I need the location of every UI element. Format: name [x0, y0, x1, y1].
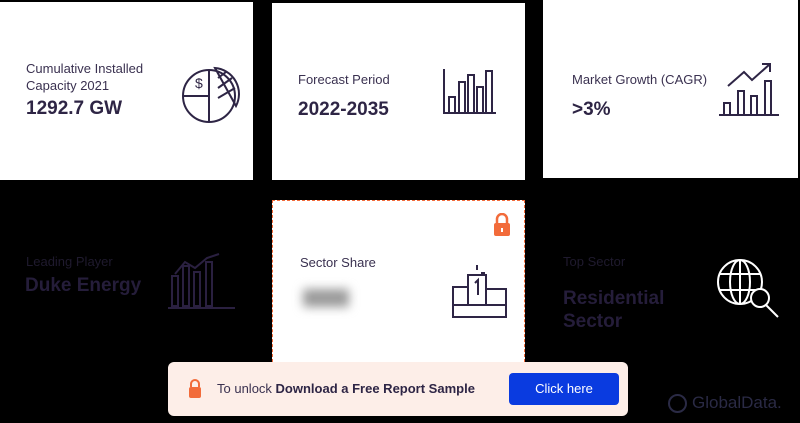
card-cagr: Market Growth (CAGR) >3% [543, 0, 798, 178]
card-value: 1292.7 GW [26, 98, 123, 119]
card-capacity: Cumulative Installed Capacity 2021 1292.… [0, 2, 253, 180]
card-label: Leading Player [26, 254, 113, 269]
podium-icon [452, 265, 507, 318]
globe-search-icon [717, 259, 779, 318]
blurred-value [303, 289, 349, 307]
card-sector-share: Sector Share [272, 200, 525, 362]
lock-icon [189, 379, 201, 398]
card-label: Top Sector [563, 254, 626, 269]
card-value: Residential Sector [563, 288, 665, 332]
card-value: 2022-2035 [298, 99, 389, 120]
card-label: Cumulative Installed Capacity 2021 [26, 61, 144, 93]
card-value: >3% [572, 99, 611, 120]
click-here-button[interactable]: Click here [509, 373, 619, 405]
card-label: Sector Share [300, 255, 376, 270]
growth-chart-icon [719, 63, 779, 116]
pie-chart-dollar-icon: $ [182, 66, 240, 123]
card-value: Duke Energy [25, 275, 142, 296]
logo-icon [668, 393, 687, 413]
lock-icon[interactable] [493, 213, 511, 237]
card-label: Forecast Period [298, 72, 390, 87]
globaldata-logo: GlobalData. [668, 393, 782, 413]
card-forecast: Forecast Period 2022-2035 [272, 3, 525, 180]
bar-chart-icon [443, 69, 496, 114]
svg-text:$: $ [195, 75, 203, 91]
line-bar-chart-icon [168, 253, 235, 309]
logo-text: GlobalData. [692, 393, 782, 412]
banner-bold: Download a Free Report Sample [275, 381, 475, 396]
unlock-banner: To unlock Download a Free Report Sample … [168, 362, 628, 416]
banner-text: To unlock Download a Free Report Sample [217, 381, 475, 396]
card-label: Market Growth (CAGR) [572, 72, 708, 87]
banner-prefix: To unlock [217, 381, 276, 396]
